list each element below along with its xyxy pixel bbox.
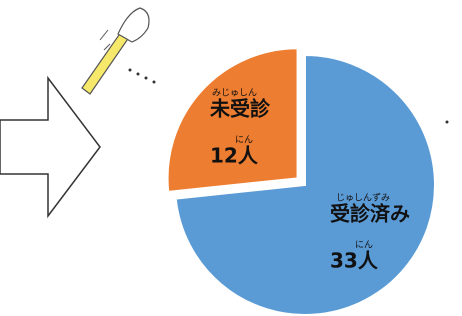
category-label: 未受診: [210, 97, 271, 121]
value-label: 12人: [210, 144, 259, 168]
category-label: 受診済み: [330, 202, 410, 226]
chart: じゅしんずみ受診済みにん33人みじゅしん未受診にん12人: [0, 0, 462, 316]
value-label: 33人: [330, 249, 379, 273]
arrow: [0, 78, 100, 216]
page: {"chart_data": {"type": "pie", "categori…: [0, 0, 462, 316]
